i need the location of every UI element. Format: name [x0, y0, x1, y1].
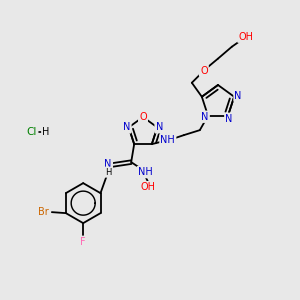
Text: N: N	[201, 112, 209, 122]
Text: Cl: Cl	[27, 127, 37, 137]
Text: F: F	[80, 237, 86, 247]
Text: OH: OH	[141, 182, 156, 192]
Text: N: N	[104, 159, 112, 169]
Text: Br: Br	[38, 207, 49, 217]
Text: O: O	[200, 66, 208, 76]
Text: OH: OH	[238, 32, 253, 42]
Text: NH: NH	[160, 135, 175, 145]
Text: NH: NH	[138, 167, 153, 177]
Text: H: H	[42, 127, 50, 137]
Text: O: O	[139, 112, 147, 122]
Text: N: N	[123, 122, 130, 132]
Text: N: N	[156, 122, 163, 132]
Text: H: H	[105, 168, 111, 177]
Text: N: N	[225, 114, 233, 124]
Text: N: N	[235, 91, 242, 101]
